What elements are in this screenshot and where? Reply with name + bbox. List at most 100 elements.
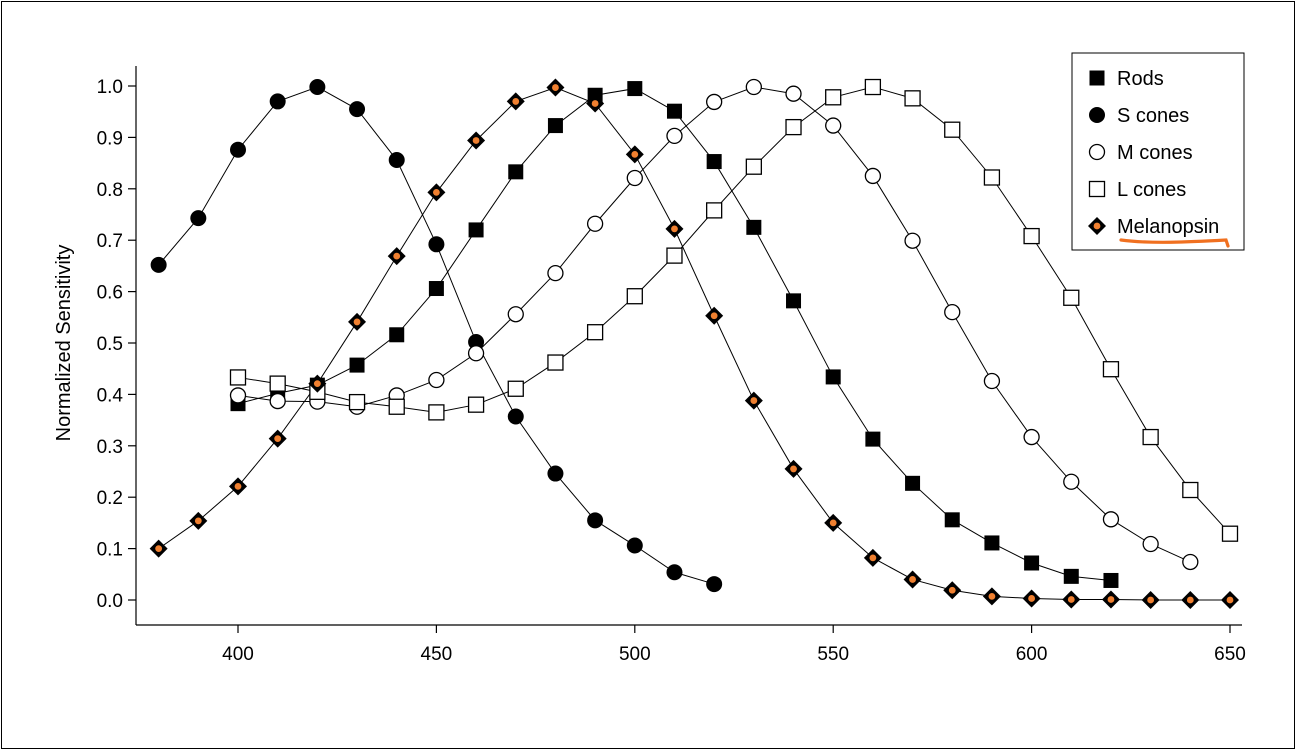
data-point-melanopsin: [784, 459, 803, 478]
data-point-rods: [547, 118, 563, 134]
data-point-m-cones: [269, 392, 286, 410]
data-point-m-cones: [586, 215, 604, 232]
y-ticks: 0.0 0.1 0.2 0.3 0.4 0.5 0.6 0.7 0.8 0.9 1.0: [97, 77, 136, 612]
data-point-m-cones: [944, 304, 961, 321]
legend-label-s-cones: S cones: [1117, 105, 1189, 127]
diamond-marker-dot: [552, 84, 559, 91]
y-tick-label: 0.1: [97, 540, 123, 561]
legend-label-l-cones: L cones: [1117, 179, 1186, 201]
data-point-rods: [508, 164, 524, 180]
diamond-marker-dot: [1147, 596, 1155, 604]
data-point-s-cones: [230, 141, 246, 158]
diamond-marker-dot: [631, 150, 639, 158]
legend-marker-s-cones: [1089, 107, 1105, 123]
data-point-rods: [1103, 572, 1119, 588]
data-point-l-cones: [825, 89, 842, 106]
data-point-l-cones: [388, 398, 405, 415]
data-point-melanopsin: [1022, 589, 1041, 608]
legend-item-m-cones: M cones: [1088, 142, 1193, 164]
legend-item-s-cones: S cones: [1089, 105, 1189, 127]
data-point-rods: [666, 103, 682, 119]
data-point-m-cones: [706, 93, 723, 111]
diamond-marker-dot: [313, 380, 321, 388]
series-line-rods: [237, 88, 1112, 581]
diamond-marker-dot: [155, 545, 163, 552]
data-point-s-cones: [547, 465, 564, 482]
y-tick-label: 1.0: [97, 77, 123, 98]
data-point-rods: [905, 475, 921, 491]
data-point-m-cones: [547, 264, 564, 282]
data-point-s-cones: [269, 93, 286, 110]
x-ticks: 400 450 500 550 600 650: [222, 625, 1246, 665]
data-point-m-cones: [626, 169, 643, 187]
diamond-marker-dot: [512, 98, 520, 105]
data-point-rods: [428, 281, 444, 297]
x-tick-label: 650: [1214, 644, 1246, 665]
y-tick-label: 0.6: [97, 283, 123, 304]
data-point-s-cones: [388, 152, 405, 169]
data-point-m-cones: [428, 371, 445, 389]
data-point-melanopsin: [427, 183, 446, 202]
data-point-l-cones: [428, 404, 445, 421]
diamond-marker-dot: [988, 593, 996, 600]
data-point-l-cones: [229, 369, 247, 386]
data-point-s-cones: [706, 576, 723, 593]
data-point-rods: [825, 369, 841, 385]
annotation-underline: [1119, 238, 1230, 248]
diamond-marker-dot: [1226, 596, 1234, 604]
data-point-melanopsin: [546, 78, 565, 97]
data-point-melanopsin: [665, 219, 684, 238]
data-point-s-cones: [587, 512, 604, 529]
y-tick-label: 0.2: [97, 488, 123, 509]
data-point-m-cones: [745, 78, 762, 96]
data-point-l-cones: [1023, 227, 1040, 245]
x-tick-label: 400: [222, 644, 254, 665]
diamond-marker-dot: [671, 225, 678, 233]
data-point-s-cones: [150, 256, 167, 273]
series-points-m-cones: [229, 78, 1199, 571]
data-point-l-cones: [904, 90, 921, 107]
data-point-rods: [389, 327, 405, 343]
diamond-marker-dot: [274, 435, 282, 443]
data-point-melanopsin: [308, 374, 327, 393]
diamond-marker-dot: [353, 318, 361, 326]
data-point-m-cones: [864, 167, 882, 185]
data-point-m-cones: [1023, 428, 1040, 446]
legend-label-m-cones: M cones: [1117, 142, 1193, 164]
data-point-l-cones: [1182, 481, 1199, 499]
data-point-l-cones: [1102, 361, 1120, 378]
legend-marker-rods: [1089, 70, 1105, 86]
data-point-l-cones: [269, 375, 286, 392]
data-point-melanopsin: [1062, 590, 1081, 609]
data-point-m-cones: [1182, 553, 1199, 571]
data-point-rods: [468, 222, 484, 238]
y-tick-label: 0.9: [97, 128, 123, 149]
data-point-melanopsin: [149, 539, 168, 558]
y-tick-label: 0.7: [97, 231, 123, 252]
data-point-l-cones: [1063, 289, 1080, 306]
data-point-melanopsin: [744, 391, 763, 410]
legend-item-rods: Rods: [1089, 68, 1164, 90]
diamond-marker-dot: [829, 519, 837, 527]
series-points-l-cones: [229, 78, 1239, 542]
diamond-marker-dot: [234, 483, 242, 490]
data-point-m-cones: [666, 127, 683, 145]
data-point-m-cones: [507, 306, 524, 323]
diamond-marker-dot: [750, 397, 758, 404]
y-tick-label: 0.5: [97, 334, 123, 355]
data-point-rods: [706, 154, 722, 170]
legend-item-l-cones: L cones: [1088, 179, 1186, 201]
data-point-s-cones: [428, 236, 445, 253]
y-tick-label: 0.0: [97, 591, 123, 612]
data-point-l-cones: [864, 78, 882, 96]
data-point-m-cones: [1142, 535, 1159, 553]
legend-label-rods: Rods: [1117, 68, 1164, 90]
diamond-marker-dot: [710, 312, 718, 320]
data-point-melanopsin: [506, 92, 525, 111]
x-tick-label: 550: [817, 644, 849, 665]
diamond-marker-dot: [1107, 596, 1115, 603]
data-point-m-cones: [785, 85, 802, 102]
data-point-rods: [786, 293, 802, 309]
data-point-s-cones: [309, 79, 326, 96]
diamond-marker-dot: [909, 576, 916, 583]
